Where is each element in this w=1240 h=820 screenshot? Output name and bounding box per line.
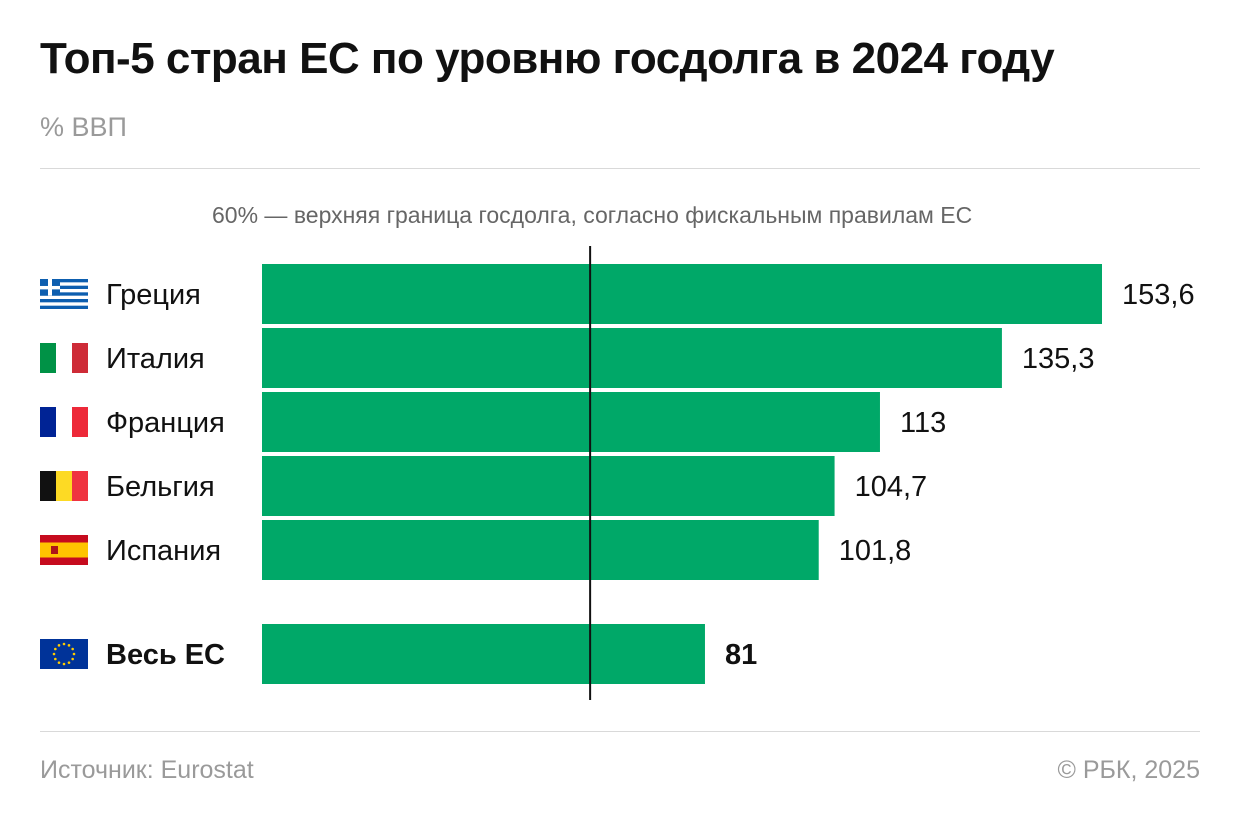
value-label: 113 [900, 407, 946, 439]
belgium-flag-icon [40, 471, 88, 501]
category-label: Весь ЕС [106, 639, 225, 671]
bar-6 [262, 624, 705, 684]
bar-1 [262, 264, 1102, 324]
bar-4 [262, 456, 835, 516]
france-flag-icon [40, 407, 88, 437]
category-label: Италия [106, 343, 205, 375]
copyright-note: © РБК, 2025 [1057, 756, 1200, 784]
bar-3 [262, 392, 880, 452]
italy-flag-icon [40, 343, 88, 373]
value-label: 153,6 [1122, 279, 1195, 311]
reference-line-annotation: 60% — верхняя граница госдолга, согласно… [212, 202, 973, 228]
eu-flag-icon [40, 639, 88, 669]
source-note: Источник: Eurostat [40, 756, 254, 784]
category-label: Франция [106, 407, 225, 439]
value-label: 81 [725, 639, 757, 671]
bar-2 [262, 328, 1002, 388]
category-label: Бельгия [106, 471, 215, 503]
category-label: Испания [106, 535, 221, 567]
chart-title: Топ-5 стран ЕС по уровню госдолга в 2024… [40, 34, 1055, 83]
category-label: Греция [106, 279, 201, 311]
bar-5 [262, 520, 819, 580]
value-label: 101,8 [839, 535, 912, 567]
chart-subtitle: % ВВП [40, 112, 127, 142]
top-divider [40, 168, 1200, 169]
bottom-divider [40, 731, 1200, 732]
greece-flag-icon [40, 279, 88, 309]
value-label: 135,3 [1022, 343, 1095, 375]
value-label: 104,7 [855, 471, 928, 503]
spain-flag-icon [40, 535, 88, 565]
